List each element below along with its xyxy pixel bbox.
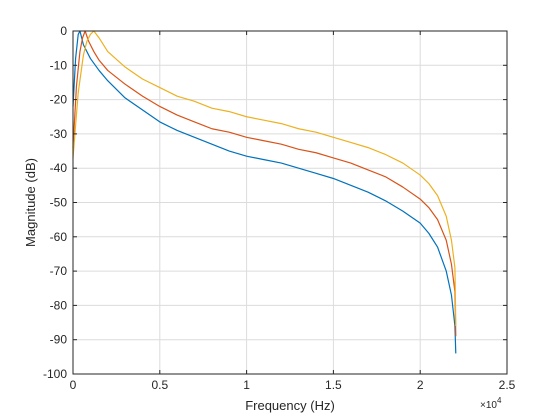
x-tick-label: 2.5 [499,378,516,392]
y-tick-label: -10 [50,58,68,72]
grid [72,30,508,375]
y-tick-label: -70 [50,264,68,278]
x-tick-label: 0 [70,378,77,392]
series-line-1 [72,30,457,354]
y-tick-label: -40 [50,161,68,175]
series-line-2 [72,30,457,337]
tick-labels: 0 0.5 1 1.5 2 2.5 0 -10 -20 -30 -40 -50 -60 -70 -80 -90… [43,24,516,392]
y-tick-label: -100 [43,367,67,381]
x-tick-label: 1.5 [325,378,342,392]
y-tick-label: -90 [50,333,68,347]
axis-ticks [72,30,508,375]
x-axis-exponent: ×104 [480,396,502,411]
y-axis-label: Magnitude (dB) [23,158,38,247]
x-exponent-power: 4 [497,396,502,405]
y-tick-label: -30 [50,127,68,141]
y-tick-label: 0 [60,24,67,38]
series-group [72,30,457,354]
x-exponent-base: ×10 [480,400,497,411]
x-axis-label: Frequency (Hz) [245,398,335,413]
x-tick-label: 2 [417,378,424,392]
x-tick-label: 0.5 [151,378,168,392]
x-tick-label: 1 [243,378,250,392]
series-line-3 [72,30,457,326]
y-tick-label: -20 [50,93,68,107]
y-tick-label: -80 [50,298,68,312]
y-tick-label: -60 [50,230,68,244]
y-tick-label: -50 [50,196,68,210]
